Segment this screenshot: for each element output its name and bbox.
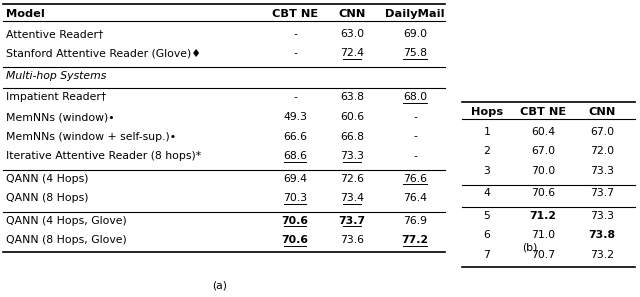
Text: 73.7: 73.7 bbox=[590, 189, 614, 198]
Text: -: - bbox=[293, 29, 297, 39]
Text: 73.8: 73.8 bbox=[589, 230, 616, 241]
Text: DailyMail: DailyMail bbox=[385, 9, 445, 19]
Text: 73.3: 73.3 bbox=[590, 211, 614, 221]
Text: 76.4: 76.4 bbox=[403, 193, 427, 203]
Text: 4: 4 bbox=[484, 189, 490, 198]
Text: CNN: CNN bbox=[339, 9, 365, 19]
Text: 73.3: 73.3 bbox=[590, 166, 614, 176]
Text: 71.0: 71.0 bbox=[531, 230, 555, 241]
Text: CBT NE: CBT NE bbox=[520, 107, 566, 117]
Text: -: - bbox=[413, 151, 417, 161]
Text: 68.0: 68.0 bbox=[403, 92, 427, 102]
Text: -: - bbox=[413, 132, 417, 141]
Text: 70.0: 70.0 bbox=[531, 166, 555, 176]
Text: 7: 7 bbox=[484, 250, 490, 260]
Text: 70.6: 70.6 bbox=[531, 189, 555, 198]
Text: 3: 3 bbox=[484, 166, 490, 176]
Text: Attentive Reader†: Attentive Reader† bbox=[6, 29, 104, 39]
Text: 72.0: 72.0 bbox=[590, 146, 614, 157]
Text: 73.4: 73.4 bbox=[340, 193, 364, 203]
Text: 66.8: 66.8 bbox=[340, 132, 364, 141]
Text: QANN (8 Hops): QANN (8 Hops) bbox=[6, 193, 88, 203]
Text: 75.8: 75.8 bbox=[403, 48, 427, 59]
Text: 6: 6 bbox=[484, 230, 490, 241]
Text: (a): (a) bbox=[212, 281, 227, 291]
Text: 70.7: 70.7 bbox=[531, 250, 555, 260]
Text: 70.6: 70.6 bbox=[282, 216, 308, 225]
Text: 71.2: 71.2 bbox=[529, 211, 557, 221]
Text: 68.6: 68.6 bbox=[283, 151, 307, 161]
Text: 5: 5 bbox=[484, 211, 490, 221]
Text: CNN: CNN bbox=[588, 107, 616, 117]
Text: 66.6: 66.6 bbox=[283, 132, 307, 141]
Text: 73.6: 73.6 bbox=[340, 235, 364, 245]
Text: QANN (4 Hops): QANN (4 Hops) bbox=[6, 173, 88, 184]
Text: QANN (4 Hops, Glove): QANN (4 Hops, Glove) bbox=[6, 216, 127, 225]
Text: 67.0: 67.0 bbox=[531, 146, 555, 157]
Text: 60.4: 60.4 bbox=[531, 127, 555, 137]
Text: Hops: Hops bbox=[471, 107, 503, 117]
Text: Iterative Attentive Reader (8 hops)*: Iterative Attentive Reader (8 hops)* bbox=[6, 151, 201, 161]
Text: MemNNs (window + self-sup.)•: MemNNs (window + self-sup.)• bbox=[6, 132, 176, 141]
Text: 70.6: 70.6 bbox=[282, 235, 308, 245]
Text: 76.6: 76.6 bbox=[403, 173, 427, 184]
Text: -: - bbox=[293, 92, 297, 102]
Text: 69.0: 69.0 bbox=[403, 29, 427, 39]
Text: Impatient Reader†: Impatient Reader† bbox=[6, 92, 106, 102]
Text: 69.4: 69.4 bbox=[283, 173, 307, 184]
Text: 73.7: 73.7 bbox=[339, 216, 365, 225]
Text: -: - bbox=[413, 112, 417, 122]
Text: 49.3: 49.3 bbox=[283, 112, 307, 122]
Text: 73.3: 73.3 bbox=[340, 151, 364, 161]
Text: 72.6: 72.6 bbox=[340, 173, 364, 184]
Text: 73.2: 73.2 bbox=[590, 250, 614, 260]
Text: Model: Model bbox=[6, 9, 45, 19]
Text: 63.0: 63.0 bbox=[340, 29, 364, 39]
Text: 76.9: 76.9 bbox=[403, 216, 427, 225]
Text: 77.2: 77.2 bbox=[401, 235, 429, 245]
Text: 2: 2 bbox=[484, 146, 490, 157]
Text: 1: 1 bbox=[484, 127, 490, 137]
Text: 63.8: 63.8 bbox=[340, 92, 364, 102]
Text: -: - bbox=[293, 48, 297, 59]
Text: MemNNs (window)•: MemNNs (window)• bbox=[6, 112, 115, 122]
Text: 60.6: 60.6 bbox=[340, 112, 364, 122]
Text: QANN (8 Hops, Glove): QANN (8 Hops, Glove) bbox=[6, 235, 127, 245]
Text: 67.0: 67.0 bbox=[590, 127, 614, 137]
Text: CBT NE: CBT NE bbox=[272, 9, 318, 19]
Text: Multi-hop Systems: Multi-hop Systems bbox=[6, 71, 106, 81]
Text: (b): (b) bbox=[522, 242, 538, 252]
Text: 70.3: 70.3 bbox=[283, 193, 307, 203]
Text: 72.4: 72.4 bbox=[340, 48, 364, 59]
Text: Stanford Attentive Reader (Glove)♦: Stanford Attentive Reader (Glove)♦ bbox=[6, 48, 201, 59]
